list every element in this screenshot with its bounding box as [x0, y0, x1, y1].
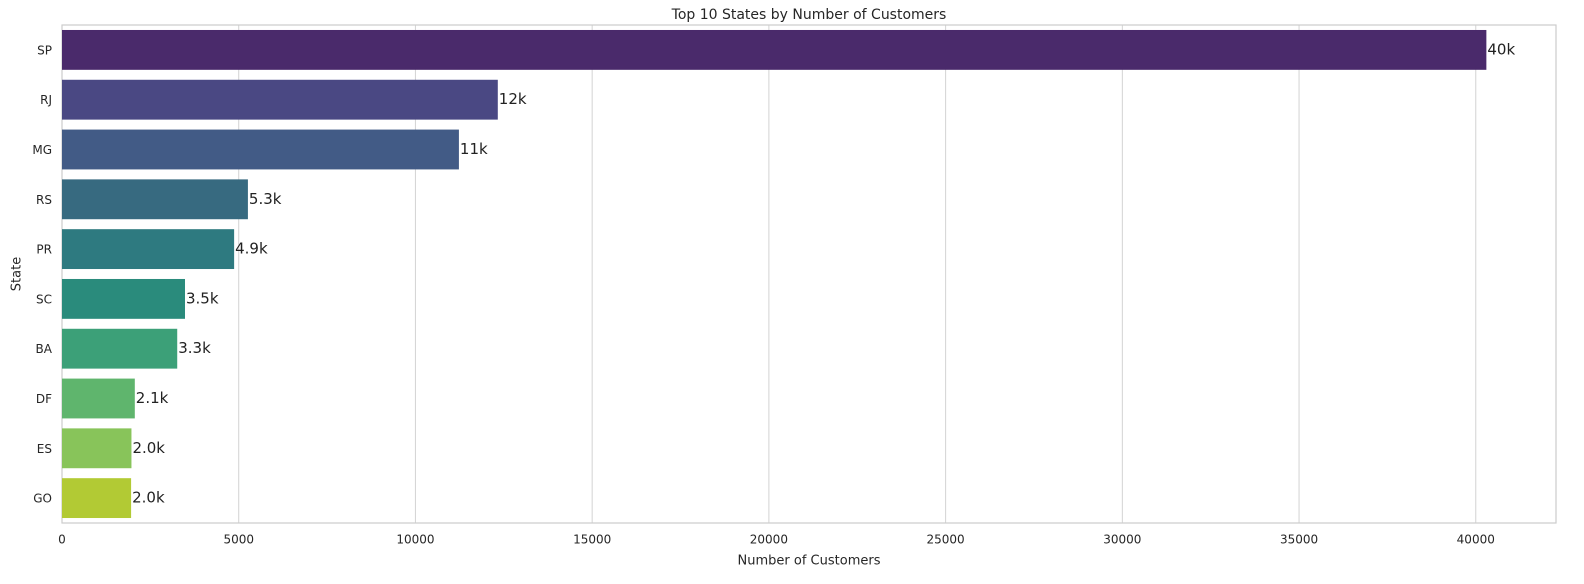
x-tick-label: 30000 — [1103, 533, 1141, 547]
y-tick-label: RJ — [40, 93, 52, 107]
bar — [62, 129, 459, 170]
plot-frame — [61, 24, 1557, 524]
y-tick-label: SC — [36, 292, 52, 306]
y-tick-label: GO — [33, 492, 52, 506]
bar — [62, 79, 498, 120]
bar — [62, 229, 235, 270]
y-tick-label: ES — [37, 442, 52, 456]
value-label: 4.9k — [235, 240, 268, 258]
y-tick-label: BA — [36, 342, 53, 356]
value-label: 2.1k — [136, 389, 169, 407]
bar — [62, 428, 132, 469]
value-label: 11k — [460, 140, 488, 158]
x-tick-label: 35000 — [1280, 533, 1318, 547]
value-label: 5.3k — [249, 190, 282, 208]
x-tick-label: 25000 — [927, 533, 965, 547]
bar — [62, 378, 135, 419]
y-tick-label: SP — [37, 43, 52, 57]
x-tick-label: 0 — [58, 533, 66, 547]
bar — [62, 29, 1487, 70]
bar — [62, 278, 185, 319]
x-tick-label: 15000 — [573, 533, 611, 547]
value-label: 3.3k — [178, 339, 211, 357]
y-tick-label: RS — [36, 193, 52, 207]
x-tick-label: 40000 — [1457, 533, 1495, 547]
bar — [62, 478, 132, 519]
bar — [62, 179, 248, 220]
y-axis-label: State — [10, 257, 25, 291]
chart-title: Top 10 States by Number of Customers — [671, 7, 947, 23]
value-label: 12k — [499, 90, 527, 108]
y-tick-label: MG — [32, 143, 52, 157]
bar — [62, 328, 178, 369]
x-tick-label: 10000 — [396, 533, 434, 547]
x-tick-label: 5000 — [223, 533, 254, 547]
value-label: 40k — [1487, 40, 1515, 58]
x-axis-label: Number of Customers — [738, 554, 881, 569]
value-label: 3.5k — [186, 289, 219, 307]
y-tick-label: PR — [36, 243, 52, 257]
x-tick-label: 20000 — [750, 533, 788, 547]
value-label: 2.0k — [132, 489, 165, 507]
y-tick-label: DF — [36, 392, 52, 406]
value-label: 2.0k — [132, 439, 165, 457]
